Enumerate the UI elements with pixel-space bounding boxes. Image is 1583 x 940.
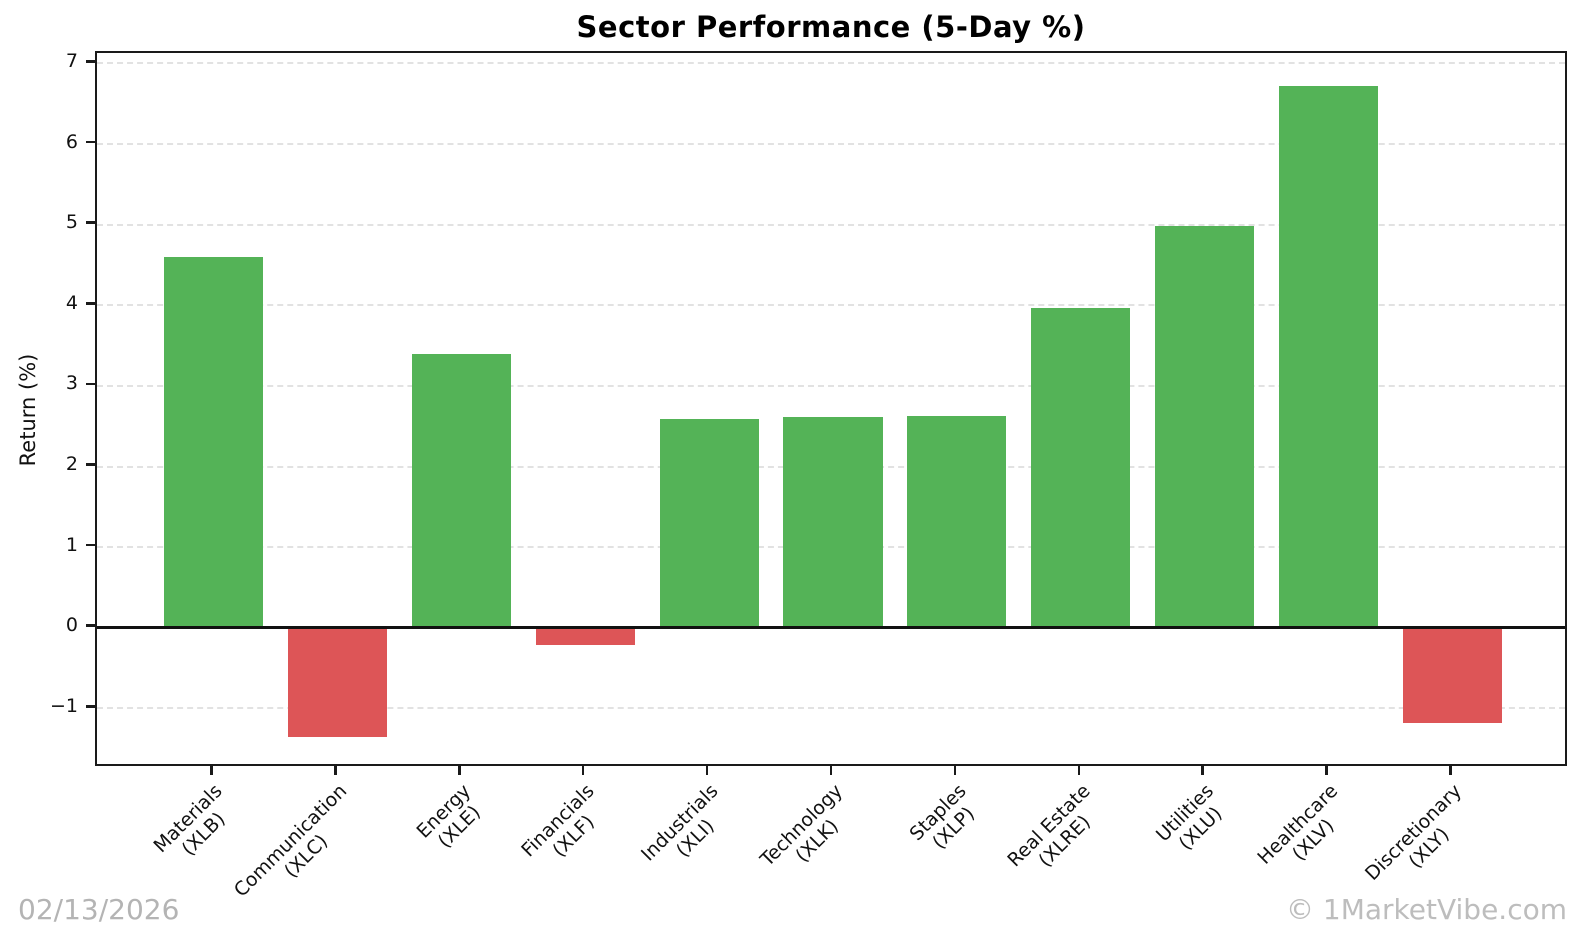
chart-title: Sector Performance (5-Day %)	[576, 10, 1086, 44]
bar-xlre	[1031, 307, 1131, 628]
ytick-mark-2	[86, 463, 95, 466]
gridline-y-6	[97, 143, 1565, 146]
ytick-mark-4	[86, 302, 95, 305]
ytick-mark-3	[86, 382, 95, 386]
ytick-label-0: 0	[65, 614, 78, 637]
bar-xlp	[907, 415, 1007, 628]
bar-xlc	[287, 627, 387, 737]
xtick-mark-10	[1449, 766, 1452, 775]
xtick-label-xlc: Communication (XLC)	[229, 780, 351, 902]
gridline-y-4	[97, 304, 1565, 307]
gridline-y-7	[97, 62, 1565, 65]
xtick-label-xlre: Real Estate (XLRE)	[1003, 780, 1095, 872]
bar-xli	[659, 418, 759, 628]
bar-xly	[1402, 627, 1503, 723]
bar-xlk	[783, 417, 883, 628]
gridline-y-3	[97, 384, 1565, 387]
footer-date: 02/13/2026	[18, 893, 180, 926]
ytick-label-1: 1	[65, 533, 78, 556]
xtick-mark-6	[953, 766, 957, 775]
xtick-label-xlf: Financials (XLF)	[517, 780, 599, 862]
xtick-mark-3	[581, 766, 585, 775]
bar-xlb	[163, 256, 264, 628]
bar-xlu	[1155, 226, 1255, 628]
ytick-mark-7	[86, 60, 95, 63]
xtick-mark-2	[458, 766, 461, 775]
xtick-mark-9	[1325, 766, 1328, 775]
ytick-label-4: 4	[65, 291, 78, 314]
ytick-mark--1	[86, 705, 95, 708]
xtick-label-xlp: Staples (XLP)	[905, 780, 979, 854]
ytick-label-7: 7	[65, 49, 78, 72]
plot-area	[95, 51, 1567, 766]
xtick-mark-7	[1077, 766, 1081, 775]
xtick-label-xly: Discretionary (XLY)	[1361, 780, 1467, 885]
xtick-label-xlb: Materials (XLB)	[149, 780, 230, 861]
ytick-label-5: 5	[65, 211, 78, 234]
xtick-mark-1	[334, 766, 337, 775]
ytick-mark-5	[86, 221, 95, 224]
ytick-label-3: 3	[65, 372, 78, 395]
xtick-label-xle: Energy (XLE)	[412, 780, 485, 853]
footer-watermark: © 1MarketVibe.com	[1286, 893, 1567, 926]
ytick-label--1: −1	[49, 694, 78, 717]
ytick-mark-0	[86, 624, 95, 627]
ytick-mark-1	[86, 543, 95, 547]
bar-xle	[411, 354, 511, 628]
ytick-mark-6	[86, 140, 95, 144]
bar-xlf	[535, 627, 635, 646]
xtick-label-xli: Industrials (XLI)	[637, 780, 723, 866]
xtick-mark-8	[1201, 766, 1204, 775]
gridline-y-5	[97, 223, 1565, 226]
bar-xlv	[1279, 86, 1379, 628]
gridline-y--1	[97, 707, 1565, 710]
zero-axis-line	[97, 626, 1565, 630]
xtick-label-xlv: Healthcare (XLV)	[1253, 780, 1343, 869]
xtick-label-xlu: Utilities (XLU)	[1152, 780, 1227, 855]
ytick-label-2: 2	[65, 453, 78, 476]
xtick-mark-5	[829, 766, 833, 775]
ytick-label-6: 6	[65, 130, 78, 153]
xtick-mark-0	[210, 766, 213, 775]
xtick-mark-4	[705, 766, 709, 775]
xtick-label-xlk: Technology (XLK)	[755, 780, 847, 871]
